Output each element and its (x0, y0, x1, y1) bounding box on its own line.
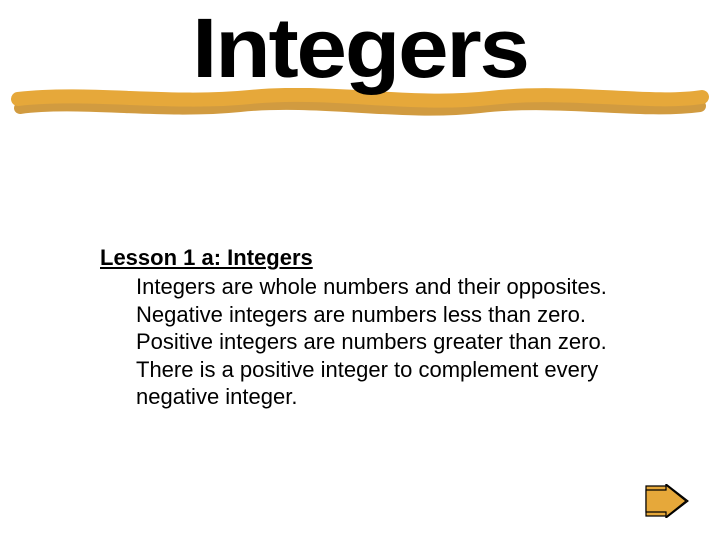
lesson-subtitle: Lesson 1 a: Integers (100, 245, 640, 271)
next-arrow-icon[interactable] (644, 484, 690, 518)
slide: Integers Lesson 1 a: Integers Integers a… (0, 0, 720, 540)
lesson-body: Integers are whole numbers and their opp… (100, 273, 640, 411)
underline-brush-back (0, 96, 720, 118)
page-title: Integers (0, 0, 720, 90)
content-block: Lesson 1 a: Integers Integers are whole … (100, 245, 640, 411)
title-wrap: Integers (0, 0, 720, 90)
